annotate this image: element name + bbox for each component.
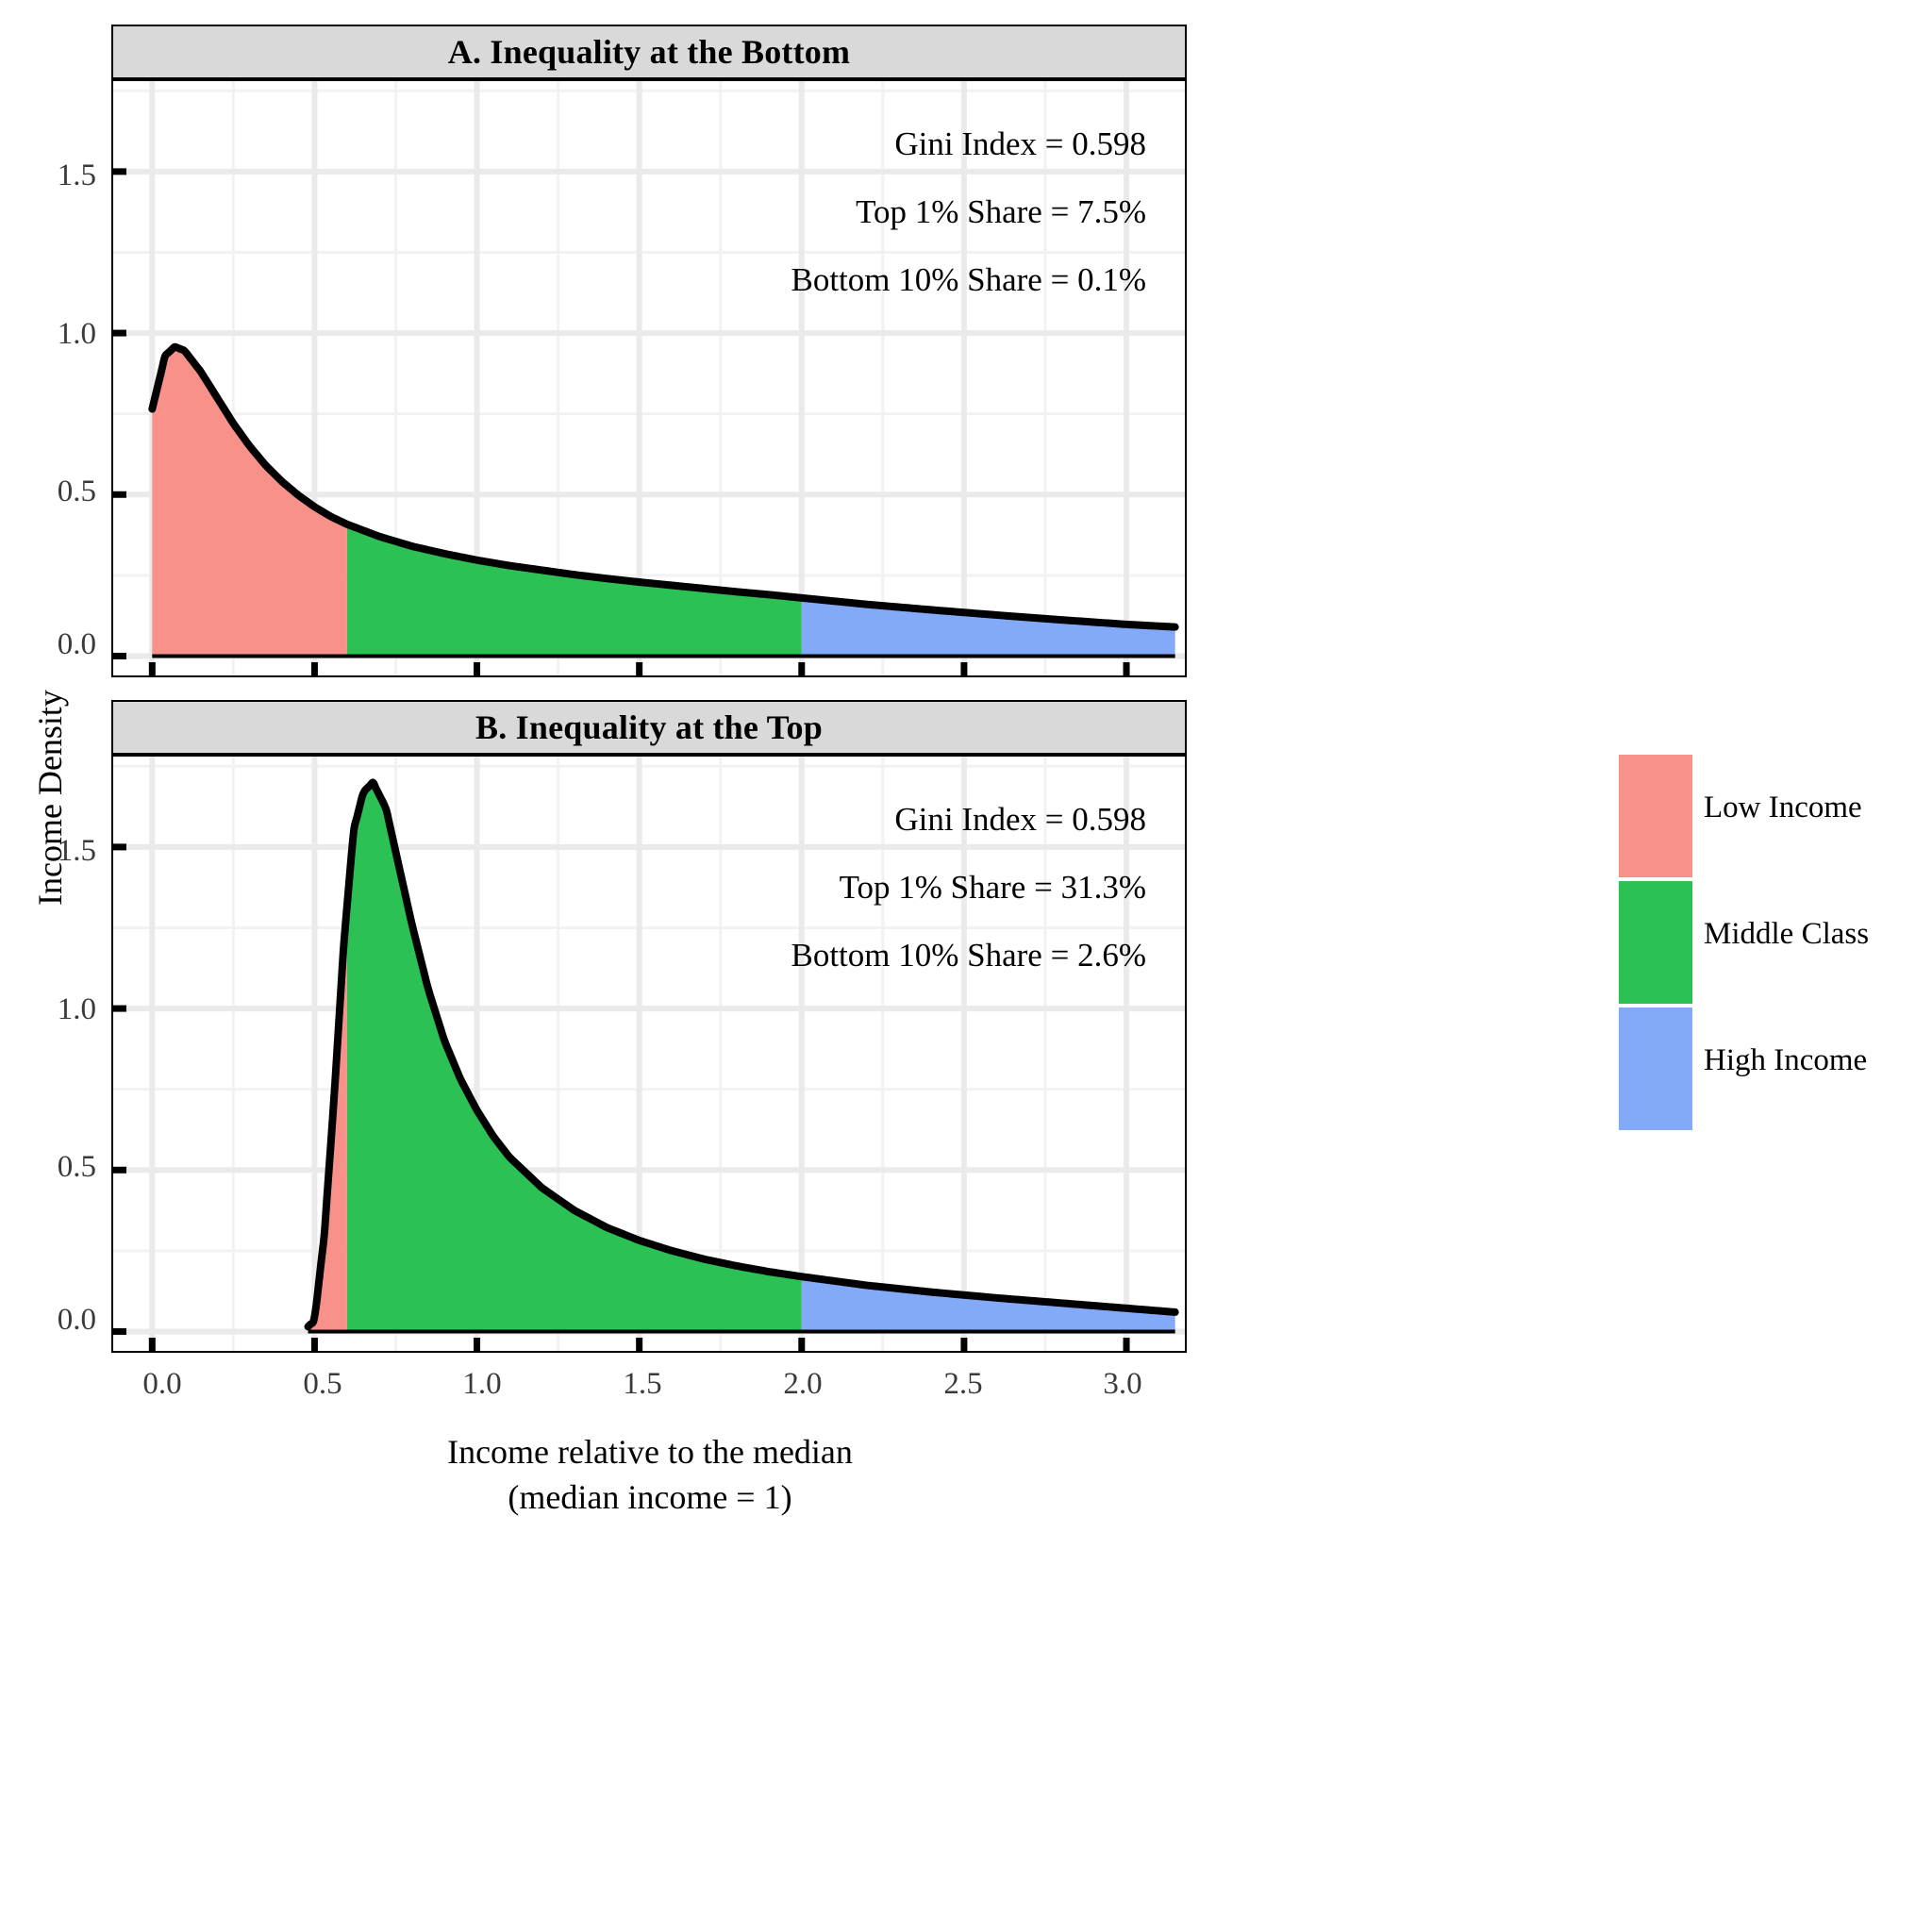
xtick-1-0: 1.0	[462, 1367, 502, 1401]
legend-key-high-income	[1619, 1008, 1692, 1130]
panel-b-chart	[113, 757, 1185, 1351]
panel-b-ytick-0-0: 0.0	[57, 1303, 96, 1337]
panel-b-annotation-bottom10: Bottom 10% Share = 2.6%	[791, 937, 1146, 974]
xtick-2-0: 2.0	[783, 1367, 823, 1401]
panel-a-ytick-1-5: 1.5	[57, 158, 96, 192]
panel-b-ytick-0-5: 0.5	[57, 1150, 96, 1184]
panel-a-ytick-0-5: 0.5	[57, 475, 96, 508]
panel-b-plot-area	[111, 755, 1187, 1353]
xtick-0-5: 0.5	[303, 1367, 342, 1401]
panel-a-annotation-gini: Gini Index = 0.598	[894, 125, 1146, 162]
panel-b-ytick-1-5: 1.5	[57, 834, 96, 868]
x-axis-title-line2: (median income = 1)	[508, 1478, 792, 1516]
panel-a-title: A. Inequality at the Bottom	[447, 33, 851, 71]
legend-label-middle-class: Middle Class	[1704, 917, 1870, 951]
x-axis-title-line1: Income relative to the median	[447, 1433, 853, 1471]
panel-a-annotation-top1: Top 1% Share = 7.5%	[856, 193, 1146, 230]
legend-label-high-income: High Income	[1704, 1043, 1868, 1077]
panel-a-ytick-1-0: 1.0	[57, 317, 96, 351]
xtick-2-5: 2.5	[943, 1367, 983, 1401]
panel-b-ytick-1-0: 1.0	[57, 992, 96, 1026]
legend-key-middle-class	[1619, 881, 1692, 1004]
panel-a-title-strip: A. Inequality at the Bottom	[111, 25, 1187, 79]
panel-b-title-strip: B. Inequality at the Top	[111, 700, 1187, 755]
xtick-0-0: 0.0	[142, 1367, 182, 1401]
legend-label-low-income: Low Income	[1704, 791, 1862, 824]
panel-a-plot-area	[111, 79, 1187, 677]
panel-b-annotation-top1: Top 1% Share = 31.3%	[839, 869, 1146, 906]
y-axis-title: Income Density	[31, 690, 69, 906]
panel-b-annotation-gini: Gini Index = 0.598	[894, 801, 1146, 838]
legend-key-low-income	[1619, 755, 1692, 877]
xtick-1-5: 1.5	[623, 1367, 662, 1401]
panel-b-title: B. Inequality at the Top	[475, 708, 823, 746]
panel-a-ytick-0-0: 0.0	[57, 627, 96, 661]
panel-a-annotation-bottom10: Bottom 10% Share = 0.1%	[791, 261, 1146, 298]
xtick-3-0: 3.0	[1103, 1367, 1142, 1401]
panel-a-chart	[113, 81, 1185, 675]
